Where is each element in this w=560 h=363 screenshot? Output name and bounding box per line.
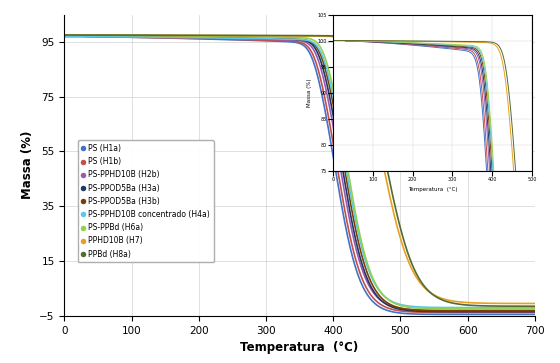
PS (H1b) <box>326 120 333 124</box>
PS-PPOD5Ba (H3b) <box>470 309 477 313</box>
PS (H1b) <box>202 36 208 41</box>
Y-axis label: Massa (%): Massa (%) <box>21 131 34 199</box>
Y-axis label: Massa (%): Massa (%) <box>307 78 312 107</box>
PS-PPHD10B (H2b) <box>61 34 68 38</box>
PS (H1a) <box>470 312 477 317</box>
PPHD10B (H7) <box>326 34 333 38</box>
PS-PPHD10B concentrado (H4a) <box>326 77 333 82</box>
Line: PS (H1a): PS (H1a) <box>64 36 535 314</box>
Line: PPHD10B (H7): PPHD10B (H7) <box>64 35 535 303</box>
X-axis label: Temperatura  (°C): Temperatura (°C) <box>408 187 458 192</box>
PS-PPBd (H6a) <box>61 33 68 37</box>
PS (H1a) <box>61 34 68 38</box>
PPHD10B (H7) <box>61 33 68 37</box>
PPHD10B (H7) <box>119 33 126 37</box>
PS (H1b) <box>83 34 90 39</box>
PPBd (H8a) <box>119 33 126 37</box>
PS-PPOD5Ba (H3a) <box>61 33 68 38</box>
PS (H1b) <box>470 310 477 315</box>
Line: PS-PPBd (H6a): PS-PPBd (H6a) <box>64 35 535 309</box>
PPBd (H8a) <box>202 33 208 37</box>
Line: PS-PPHD10B (H2b): PS-PPHD10B (H2b) <box>64 36 535 310</box>
Line: PS-PPOD5Ba (H3a): PS-PPOD5Ba (H3a) <box>64 36 535 312</box>
PS-PPOD5Ba (H3b) <box>326 84 333 88</box>
PS (H1a) <box>531 312 538 317</box>
X-axis label: Temperatura  (°C): Temperatura (°C) <box>240 341 359 354</box>
PS (H1a) <box>83 34 90 39</box>
PS-PPOD5Ba (H3b) <box>531 309 538 313</box>
PS (H1b) <box>319 82 325 86</box>
PPBd (H8a) <box>319 33 325 38</box>
PS-PPHD10B (H2b) <box>119 34 126 38</box>
PS-PPOD5Ba (H3a) <box>83 33 90 38</box>
PS-PPHD10B (H2b) <box>319 70 325 74</box>
PPHD10B (H7) <box>531 301 538 306</box>
PS (H1a) <box>319 92 325 96</box>
PS-PPHD10B (H2b) <box>202 36 208 40</box>
PPHD10B (H7) <box>202 33 208 38</box>
PS-PPHD10B concentrado (H4a) <box>119 34 126 39</box>
PS-PPHD10B concentrado (H4a) <box>202 36 208 40</box>
PS (H1a) <box>326 132 333 137</box>
PS-PPHD10B concentrado (H4a) <box>83 34 90 39</box>
PS-PPHD10B (H2b) <box>83 34 90 38</box>
Line: PS-PPHD10B concentrado (H4a): PS-PPHD10B concentrado (H4a) <box>64 36 535 307</box>
PS-PPBd (H6a) <box>531 307 538 311</box>
PS-PPHD10B concentrado (H4a) <box>319 52 325 57</box>
PS (H1b) <box>119 35 126 39</box>
PPBd (H8a) <box>531 304 538 309</box>
PS-PPBd (H6a) <box>119 33 126 37</box>
PS-PPBd (H6a) <box>470 307 477 311</box>
PS-PPHD10B concentrado (H4a) <box>470 305 477 310</box>
PS (H1a) <box>202 37 208 41</box>
PPHD10B (H7) <box>83 33 90 37</box>
PS-PPHD10B (H2b) <box>326 104 333 109</box>
PS (H1a) <box>119 35 126 39</box>
PS-PPHD10B (H2b) <box>531 308 538 313</box>
PPBd (H8a) <box>326 34 333 38</box>
Legend: PS (H1a), PS (H1b), PS-PPHD10B (H2b), PS-PPOD5Ba (H3a), PS-PPOD5Ba (H3b), PS-PPH: PS (H1a), PS (H1b), PS-PPHD10B (H2b), PS… <box>78 140 214 262</box>
PS-PPOD5Ba (H3a) <box>470 310 477 314</box>
PS-PPBd (H6a) <box>319 48 325 52</box>
PPBd (H8a) <box>83 33 90 37</box>
PS-PPHD10B concentrado (H4a) <box>531 305 538 310</box>
PS-PPHD10B concentrado (H4a) <box>61 34 68 38</box>
PS-PPOD5Ba (H3b) <box>61 34 68 38</box>
PS-PPOD5Ba (H3a) <box>319 62 325 66</box>
PS-PPOD5Ba (H3a) <box>119 34 126 38</box>
PS-PPOD5Ba (H3b) <box>119 34 126 38</box>
Line: PPBd (H8a): PPBd (H8a) <box>64 35 535 306</box>
PS-PPOD5Ba (H3a) <box>326 94 333 98</box>
PPHD10B (H7) <box>319 34 325 38</box>
PS (H1b) <box>531 310 538 315</box>
PPBd (H8a) <box>470 303 477 308</box>
PS-PPOD5Ba (H3b) <box>83 34 90 38</box>
PS-PPOD5Ba (H3b) <box>319 56 325 60</box>
PS-PPBd (H6a) <box>326 70 333 75</box>
PS-PPOD5Ba (H3b) <box>202 35 208 40</box>
Line: PS (H1b): PS (H1b) <box>64 36 535 313</box>
PS-PPOD5Ba (H3a) <box>531 310 538 314</box>
PPBd (H8a) <box>61 33 68 37</box>
PPHD10B (H7) <box>470 301 477 305</box>
PS (H1b) <box>61 34 68 38</box>
Line: PS-PPOD5Ba (H3b): PS-PPOD5Ba (H3b) <box>64 36 535 311</box>
PS-PPHD10B (H2b) <box>470 308 477 313</box>
PS-PPBd (H6a) <box>202 34 208 38</box>
PS-PPOD5Ba (H3a) <box>202 35 208 40</box>
PS-PPBd (H6a) <box>83 33 90 37</box>
